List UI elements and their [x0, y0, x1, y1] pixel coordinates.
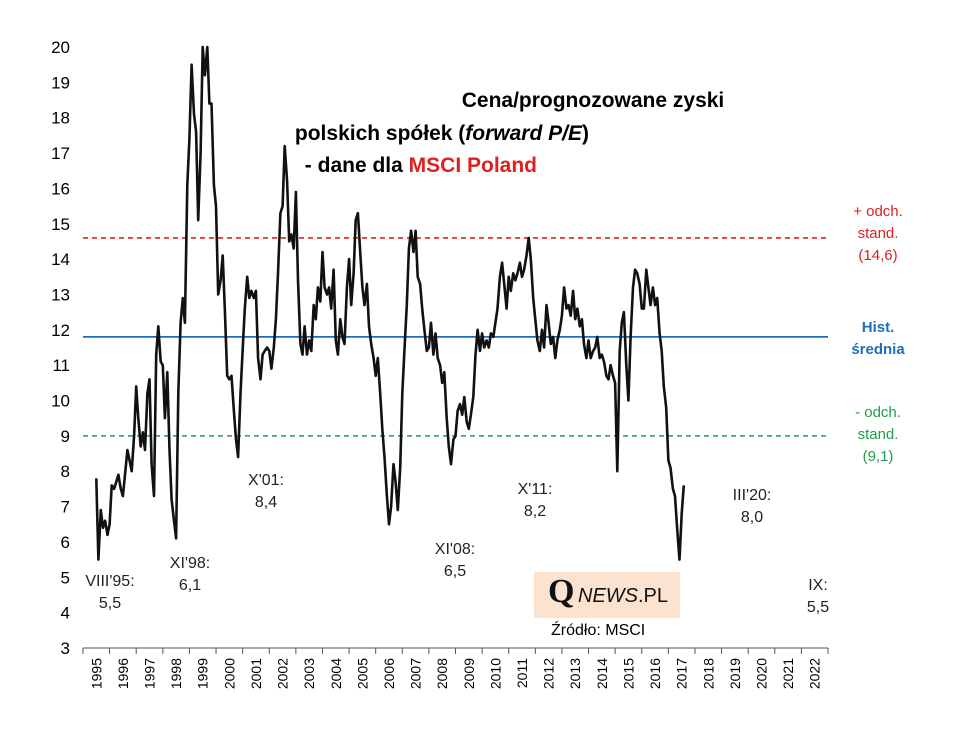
title-highlight: MSCI Poland	[409, 154, 537, 177]
annotation-label: XI'98:	[170, 555, 210, 572]
y-tick-label: 15	[51, 215, 70, 234]
x-tick-label: 2006	[381, 658, 397, 689]
chart-title: Cena/prognozowane zyski polskich spółek (…	[295, 89, 724, 177]
y-tick-label: 7	[61, 498, 70, 517]
reference-label: - odch.	[855, 404, 901, 421]
y-tick-label: 19	[51, 73, 70, 92]
annotation-label: 5,5	[807, 599, 829, 616]
annotation-label: 6,5	[444, 563, 466, 580]
y-tick-label: 11	[52, 356, 70, 375]
annotation-label: 8,0	[741, 509, 763, 526]
reference-label: stand.	[858, 225, 899, 242]
annotation-label: 8,4	[255, 494, 277, 511]
x-tick-label: 2008	[434, 658, 450, 689]
logo-news: NEWS	[578, 585, 638, 607]
x-tick-label: 1999	[195, 658, 211, 689]
x-tick-label: 2018	[700, 658, 716, 689]
title-line-3-pre: - dane dla	[305, 154, 409, 177]
x-tick-label: 2019	[727, 658, 743, 689]
x-tick-label: 2016	[647, 658, 663, 689]
x-tick-label: 2001	[248, 658, 264, 689]
annotation-label: XI'08:	[435, 541, 475, 558]
x-tick-label: 2000	[221, 658, 237, 689]
x-tick-label: 1997	[142, 658, 158, 689]
reference-label: Hist.	[862, 319, 895, 336]
x-tick-label: 1996	[115, 658, 131, 689]
title-line-2-pre: polskich spółek (	[295, 122, 465, 145]
y-tick-label: 8	[61, 462, 70, 481]
x-tick-label: 2004	[328, 658, 344, 689]
logo-q: Q	[548, 573, 575, 610]
series-line	[95, 45, 686, 561]
reference-label: średnia	[851, 341, 905, 358]
annotation-label: 6,1	[179, 577, 201, 594]
y-tick-label: 17	[51, 144, 70, 163]
annotation-label: IX:	[808, 577, 828, 594]
x-tick-label: 2017	[674, 658, 690, 689]
y-tick-label: 16	[51, 179, 70, 198]
annotation-label: III'20:	[733, 487, 772, 504]
x-tick-label: 2010	[487, 658, 503, 689]
x-axis: 1995 1996 1997 1998 1999 2000 2001 2002 2003 2004…	[82, 647, 829, 689]
x-tick-label: 2002	[275, 658, 291, 689]
annotation-label: 5,5	[99, 595, 121, 612]
y-tick-label: 13	[51, 285, 70, 304]
annotation-label: X'11:	[518, 481, 553, 498]
annotation-label: 8,2	[524, 503, 546, 520]
x-tick-label: 2009	[461, 658, 477, 689]
y-tick-label: 9	[61, 427, 70, 446]
x-tick-label: 2020	[753, 658, 769, 689]
logo-text: NEWS.PL	[578, 585, 668, 608]
y-tick-label: 5	[61, 568, 70, 587]
y-tick-label: 4	[61, 604, 70, 623]
y-tick-label: 10	[51, 392, 70, 411]
title-line-2-post: )	[582, 122, 589, 145]
x-tick-label: 2022	[807, 658, 823, 689]
x-tick-label: 2021	[780, 658, 796, 689]
x-tick-label: 2003	[301, 658, 317, 689]
logo-pl: .PL	[638, 585, 669, 607]
y-tick-label: 14	[51, 250, 70, 269]
series-group	[95, 45, 686, 561]
annotations: VIII'95: 5,5 XI'98: 6,1 X'01: 8,4 XI'08: 6,5 X'1…	[85, 472, 829, 616]
annotation-label: VIII'95:	[85, 573, 134, 590]
x-tick-label: 2011	[514, 658, 530, 688]
x-tick-label: 2014	[594, 658, 610, 689]
source-note: Źródło: MSCI	[551, 622, 646, 639]
y-tick-label: 12	[51, 321, 70, 340]
x-tick-label: 2013	[567, 658, 583, 689]
reference-label: stand.	[858, 426, 899, 443]
y-axis-ticks: 3 4 5 6 7 8 9 10 11 12 13 14 15 16 17 18 19 20	[51, 38, 70, 658]
y-tick-label: 20	[51, 38, 70, 57]
x-tick-label: 2015	[620, 658, 636, 689]
annotation-label: X'01:	[248, 472, 284, 489]
reference-label: (14,6)	[858, 247, 897, 264]
x-tick-label: 2005	[354, 658, 370, 689]
x-tick-label: 2007	[408, 658, 424, 689]
y-tick-label: 18	[51, 109, 70, 128]
y-tick-label: 3	[61, 639, 70, 658]
x-tick-label: 1995	[88, 658, 104, 689]
title-line-2-italic: forward P/E	[465, 122, 583, 145]
title-line-1: Cena/prognozowane zyski	[462, 89, 725, 112]
logo-box	[534, 572, 680, 618]
x-tick-label: 2012	[541, 658, 557, 689]
reference-label: (9,1)	[863, 448, 894, 465]
x-tick-label: 1998	[168, 658, 184, 689]
reference-label: + odch.	[853, 203, 903, 220]
y-tick-label: 6	[61, 533, 70, 552]
